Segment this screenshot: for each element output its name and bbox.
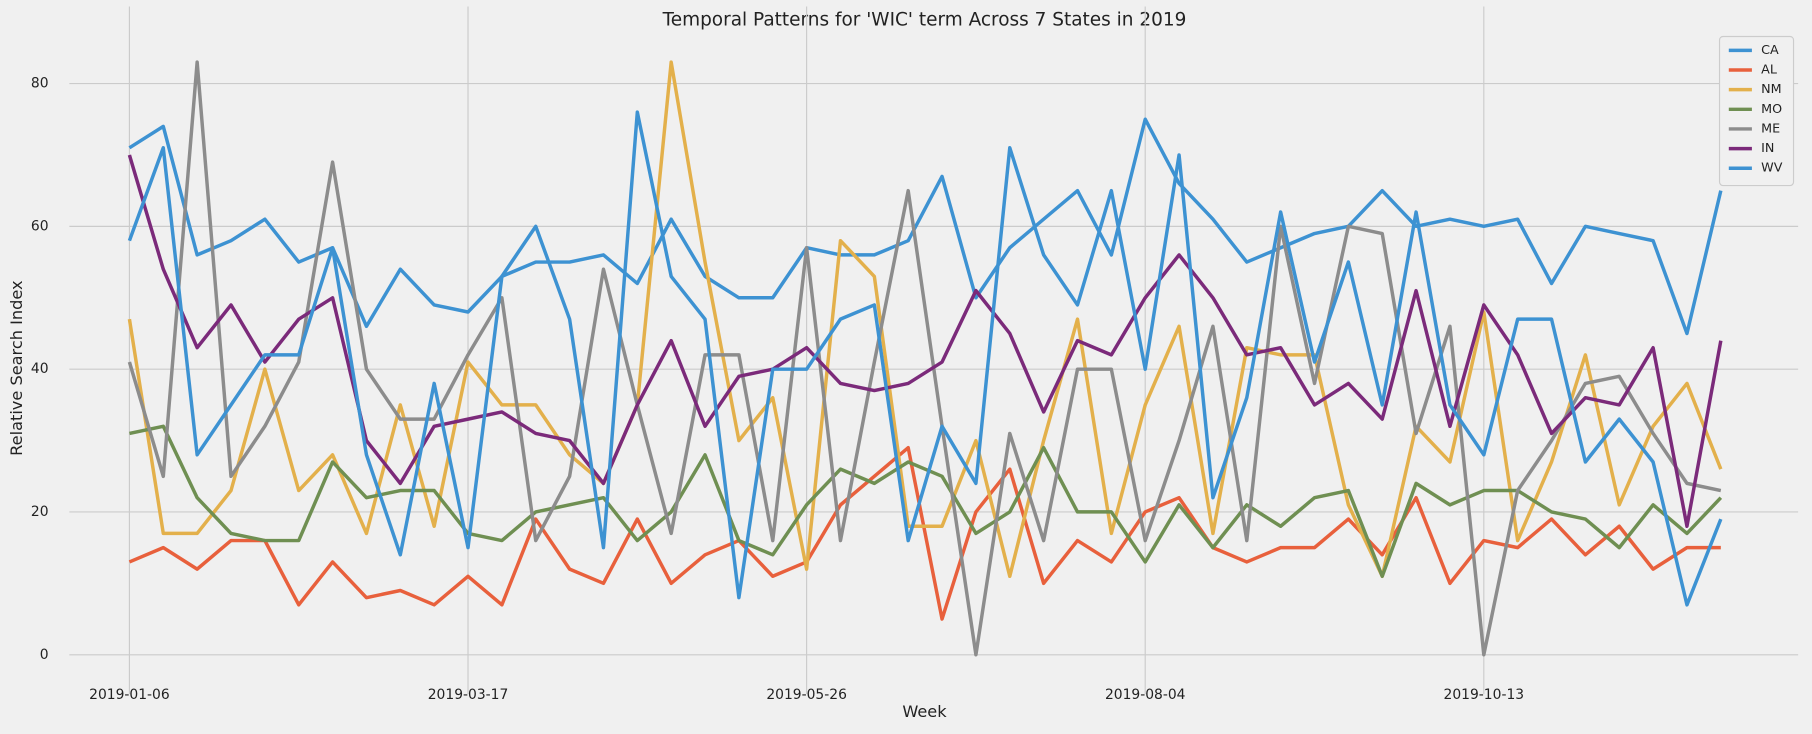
lines xyxy=(127,60,1723,657)
chart-title: Temporal Patterns for 'WIC' term Across … xyxy=(662,9,1187,30)
x-tick-label: 2019-01-06 xyxy=(89,687,170,703)
series-line xyxy=(129,424,1723,579)
y-axis-label: Relative Search Index xyxy=(7,280,26,456)
series-line xyxy=(128,445,1721,621)
y-tick-label: 60 xyxy=(31,218,49,234)
legend-label: IN xyxy=(1761,140,1774,155)
legend-label: AL xyxy=(1761,62,1778,77)
y-tick-label: 20 xyxy=(31,504,49,520)
legend-label: ME xyxy=(1761,120,1780,135)
series-line xyxy=(128,117,1723,336)
y-tick-label: 80 xyxy=(31,76,49,92)
x-tick-label: 2019-03-17 xyxy=(428,687,509,703)
y-tick-label: 0 xyxy=(40,647,49,663)
x-axis-label: Week xyxy=(902,702,947,721)
legend-label: NM xyxy=(1761,81,1781,96)
legend-label: MO xyxy=(1761,101,1782,116)
series-line xyxy=(127,60,1722,657)
legend: CA AL NM MO ME IN WV xyxy=(1718,35,1795,187)
series-line xyxy=(127,110,1723,607)
x-tick-label: 2019-08-04 xyxy=(1105,687,1186,703)
legend-label: CA xyxy=(1761,42,1779,57)
series-line xyxy=(127,154,1723,528)
x-tick-label: 2019-05-26 xyxy=(766,687,847,703)
y-tick-label: 40 xyxy=(31,361,49,377)
legend-label: WV xyxy=(1761,160,1783,175)
series-line xyxy=(127,60,1723,579)
x-tick-label: 2019-10-13 xyxy=(1444,687,1525,703)
